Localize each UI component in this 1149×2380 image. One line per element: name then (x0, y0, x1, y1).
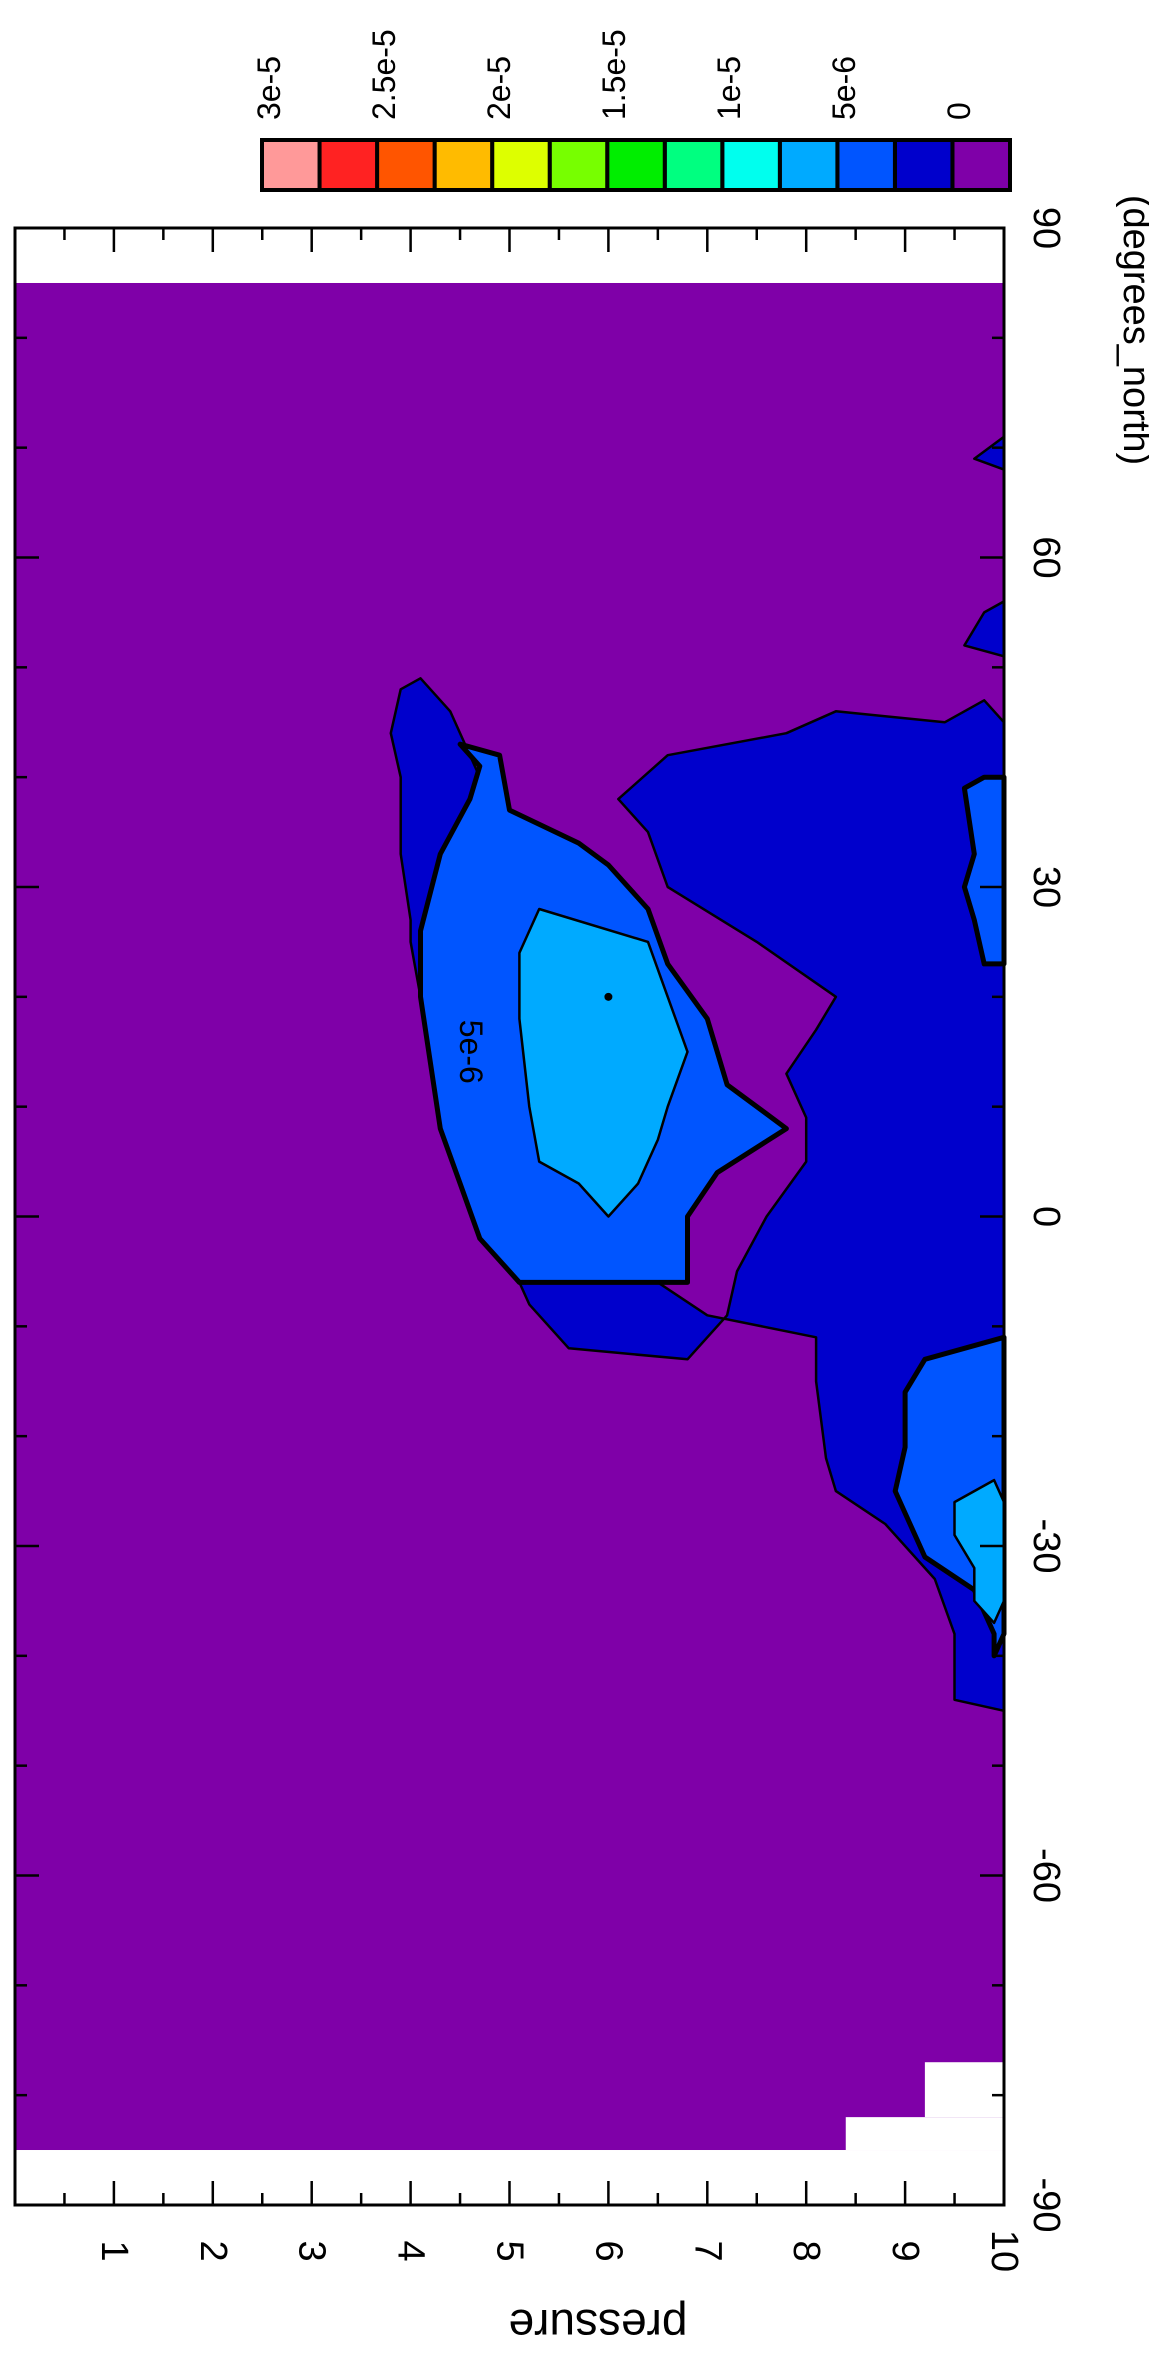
colorbar-label: 2.5e-5 (366, 29, 402, 120)
x-tick-label: -90 (1025, 2178, 1067, 2233)
colorbar-swatch (605, 138, 667, 192)
colorbar-swatch (892, 138, 955, 192)
colorbar-swatch (950, 138, 1013, 192)
colorbar-swatch (317, 138, 380, 192)
x-tick-label: -60 (1025, 1848, 1067, 1903)
x-tick-label: 30 (1025, 866, 1067, 908)
x-tick-label: 60 (1025, 536, 1067, 578)
x-tick-label: 0 (1025, 1206, 1067, 1227)
y-axis-label: pressure (509, 2300, 688, 2352)
colorbar-swatch (260, 138, 322, 192)
colorbar-swatch (777, 138, 840, 192)
colorbar-swatch (490, 138, 552, 192)
x-axis-label: (degrees_north) (1115, 195, 1149, 465)
missing-data-region (924, 2062, 1004, 2118)
y-tick-label: 9 (884, 2240, 926, 2261)
contour-point (604, 992, 613, 1001)
colorbar-label: 5e-6 (826, 56, 862, 120)
colorbar-swatch (720, 138, 782, 192)
y-tick-label: 4 (390, 2240, 432, 2261)
colorbar-label: 3e-5 (251, 56, 287, 120)
missing-data-region (845, 2117, 1004, 2151)
axes: -90 -60 -30 0 30 60 90 1 2 3 4 5 6 7 8 9 10 (13, 207, 1067, 2272)
y-tick-label: 2 (192, 2240, 234, 2261)
colorbar-label: 0 (941, 102, 977, 120)
contour-region (518, 907, 689, 1218)
colorbar-swatch (835, 138, 897, 192)
colorbar-swatch (432, 138, 495, 192)
y-tick-label: 1 (93, 2240, 135, 2261)
x-tick-label: 90 (1025, 207, 1067, 249)
y-tick-label: 7 (686, 2240, 728, 2261)
colorbar: 0 5e-6 1e-5 1.5e-5 2e-5 2.5e-5 3e-5 (251, 29, 1013, 192)
contour-label: 5e-6 (453, 1020, 489, 1084)
colorbar-swatch (662, 138, 725, 192)
colorbar-label: 1e-5 (711, 56, 747, 120)
plot-area: 5e-6 (15, 228, 1007, 2205)
colorbar-swatch (375, 138, 437, 192)
y-tick-label: 5 (489, 2240, 531, 2261)
y-tick-label: 6 (587, 2240, 629, 2261)
colorbar-label: 1.5e-5 (596, 29, 632, 120)
y-tick-label: 3 (291, 2240, 333, 2261)
y-tick-label: 10 (983, 2230, 1025, 2272)
x-tick-label: -30 (1025, 1519, 1067, 1574)
colorbar-label: 2e-5 (481, 56, 517, 120)
y-tick-label: 8 (785, 2240, 827, 2261)
colorbar-swatch (547, 138, 610, 192)
